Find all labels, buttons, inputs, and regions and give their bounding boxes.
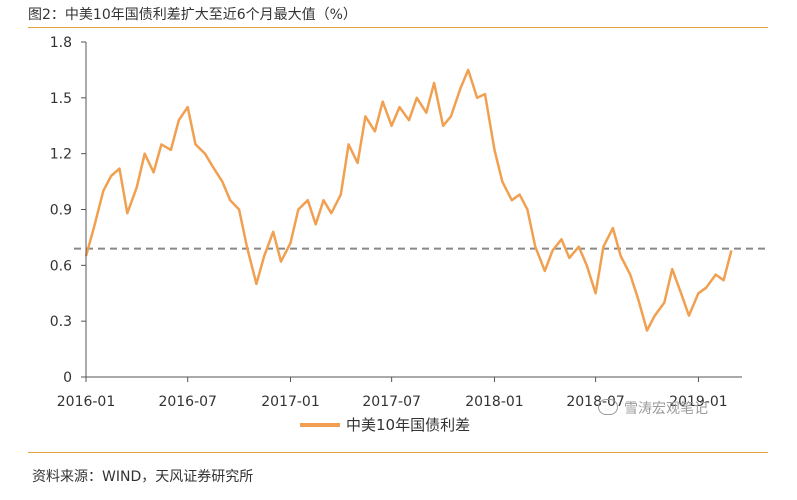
y-tick-label: 0.9 [50, 203, 72, 219]
legend: 中美10年国债利差 [300, 416, 470, 434]
bottom-divider [28, 452, 768, 453]
y-tick-label: 1.8 [50, 35, 72, 51]
x-tick-label: 2016-01 [57, 394, 116, 410]
x-tick-label: 2017-07 [362, 394, 421, 410]
x-tick-label: 2019-01 [669, 394, 728, 410]
x-tick-label: 2017-01 [261, 394, 320, 410]
x-tick-label: 2018-01 [465, 394, 524, 410]
x-tick-label: 2016-07 [158, 394, 217, 410]
watermark-text: 雪涛宏观笔记 [624, 401, 708, 417]
watermark: 雪涛宏观笔记 [598, 398, 708, 418]
y-tick-label: 1.5 [50, 91, 72, 107]
y-tick-label: 0.3 [50, 314, 72, 330]
x-axis-ticks: 2016-01 2016-07 2017-01 2017-07 2018-01 2018-… [57, 377, 728, 410]
wechat-icon [598, 399, 618, 415]
y-tick-label: 1.2 [50, 147, 72, 163]
legend-label: 中美10年国债利差 [346, 416, 470, 434]
chart-title: 图2：中美10年国债利差扩大至近6个月最大值（%） [28, 7, 357, 23]
y-axis-ticks: 0 0.3 0.6 0.9 1.2 1.5 1.8 [50, 35, 86, 386]
y-tick-label: 0.6 [50, 258, 72, 274]
top-divider [28, 27, 768, 28]
y-tick-label: 0 [63, 370, 72, 386]
source-note: 资料来源：WIND，天风证券研究所 [32, 469, 254, 485]
series-line [84, 68, 733, 332]
